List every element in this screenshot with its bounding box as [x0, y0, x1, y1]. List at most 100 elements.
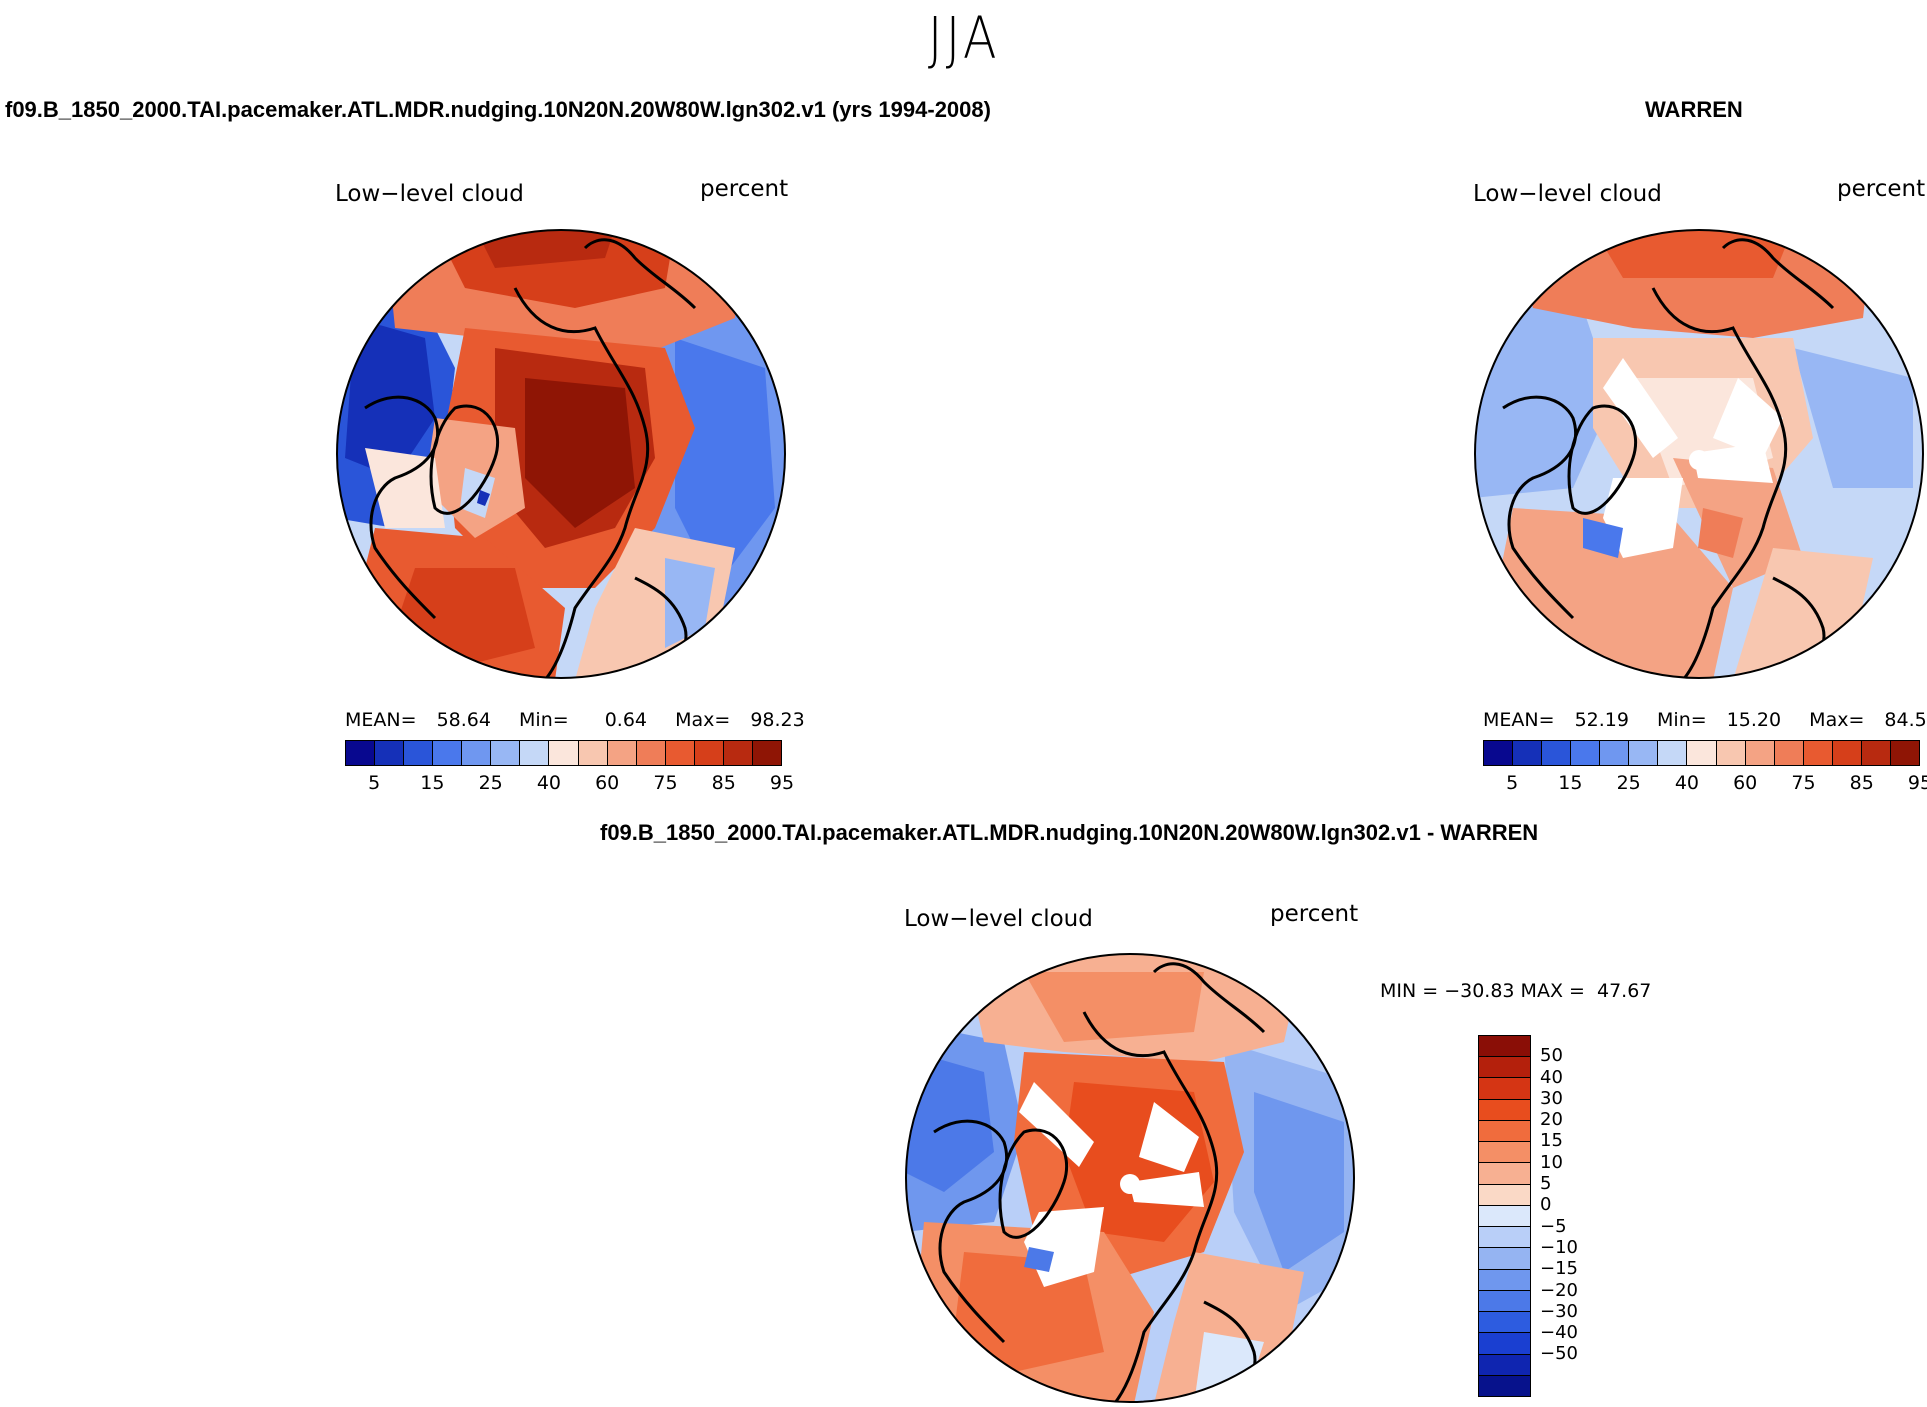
colorbar-tick-label: −5 — [1540, 1215, 1567, 1237]
colorbar-tick-label: −10 — [1540, 1236, 1578, 1258]
colorbar-tick-label: 50 — [1540, 1045, 1563, 1067]
max-label: Max= — [675, 709, 731, 731]
colorbar-swatch — [1479, 1036, 1530, 1058]
colorbar-tick-label: 85 — [711, 772, 736, 794]
diff-colorbar — [1478, 1035, 1531, 1397]
colorbar-tick-label: 5 — [368, 772, 381, 794]
colorbar-tick-label: 15 — [1540, 1130, 1563, 1152]
colorbar-swatch — [1861, 741, 1891, 765]
diff-map — [905, 953, 1355, 1403]
colorbar-swatch — [404, 741, 434, 765]
max-label: Max= — [1809, 709, 1865, 731]
season-title: JJA — [927, 4, 1000, 72]
colorbar-swatch — [1484, 741, 1514, 765]
colorbar-swatch — [491, 741, 521, 765]
colorbar-swatch — [1803, 741, 1833, 765]
mean-label: MEAN= — [345, 709, 417, 731]
colorbar-tick-label: 85 — [1849, 772, 1874, 794]
colorbar-swatch — [1479, 1120, 1530, 1143]
colorbar-tick-label: 25 — [1616, 772, 1641, 794]
colorbar-swatch — [1658, 741, 1688, 765]
colorbar-swatch — [578, 741, 608, 765]
obs-colorbar — [1483, 740, 1920, 766]
colorbar-swatch — [1629, 741, 1659, 765]
diff-colorbar-labels: 50 40 30 20 15 10 5 0 −5 −10 −15 −20 −30 −40 −50 — [1540, 1035, 1620, 1397]
diff-minmax: MIN = −30.83 MAX = 47.67 — [1380, 980, 1652, 1002]
model-colorbar — [345, 740, 782, 766]
colorbar-swatch — [1479, 1312, 1530, 1334]
colorbar-swatch — [1479, 1290, 1530, 1313]
colorbar-tick-label: 20 — [1540, 1109, 1563, 1131]
colorbar-swatch — [1571, 741, 1601, 765]
colorbar-tick-label: 30 — [1540, 1087, 1563, 1109]
colorbar-swatch — [549, 741, 579, 765]
diff-case-title: f09.B_1850_2000.TAI.pacemaker.ATL.MDR.nu… — [600, 820, 1539, 845]
max-value: 98.23 — [750, 709, 805, 731]
colorbar-swatch — [1716, 741, 1746, 765]
colorbar-tick-label: 40 — [536, 772, 562, 794]
mean-label: MEAN= — [1483, 709, 1555, 731]
colorbar-swatch — [1832, 741, 1862, 765]
min-value: 15.20 — [1726, 709, 1782, 731]
diff-variable-label: Low−level cloud — [904, 906, 1093, 932]
colorbar-tick-label: −30 — [1540, 1300, 1578, 1322]
colorbar-swatch — [1479, 1205, 1530, 1228]
colorbar-swatch — [520, 741, 550, 765]
colorbar-tick-label: −50 — [1540, 1343, 1578, 1365]
model-stats: MEAN= 58.64 Min= 0.64 Max= 98.23 — [345, 709, 805, 731]
model-colorbar-ticks: 5 15 25 40 60 75 85 95 — [345, 772, 794, 796]
colorbar-tick-label: 60 — [595, 772, 620, 794]
colorbar-swatch — [1745, 741, 1775, 765]
colorbar-swatch — [1774, 741, 1804, 765]
colorbar-tick-label: 5 — [1506, 772, 1519, 794]
colorbar-swatch — [723, 741, 753, 765]
min-label: Min= — [519, 709, 569, 731]
colorbar-swatch — [433, 741, 463, 765]
colorbar-swatch — [1479, 1057, 1530, 1079]
colorbar-tick-label: 15 — [420, 772, 445, 794]
colorbar-swatch — [694, 741, 724, 765]
colorbar-swatch — [607, 741, 637, 765]
colorbar-tick-label: 75 — [653, 772, 678, 794]
colorbar-swatch — [1513, 741, 1543, 765]
colorbar-swatch — [1479, 1163, 1530, 1185]
colorbar-swatch — [1479, 1269, 1530, 1291]
obs-units-label: percent — [1837, 176, 1926, 202]
colorbar-swatch — [1479, 1099, 1530, 1121]
diff-units-label: percent — [1270, 901, 1359, 927]
mean-value: 52.19 — [1574, 709, 1629, 731]
obs-stats: MEAN= 52.19 Min= 15.20 Max= 84.54 — [1483, 709, 1927, 731]
colorbar-swatch — [1479, 1227, 1530, 1249]
colorbar-tick-label: 15 — [1558, 772, 1583, 794]
colorbar-swatch — [1479, 1142, 1530, 1164]
colorbar-swatch — [1479, 1354, 1530, 1376]
colorbar-tick-label: 10 — [1540, 1151, 1563, 1173]
colorbar-tick-label: −40 — [1540, 1322, 1578, 1344]
min-value: 0.64 — [604, 709, 648, 731]
colorbar-swatch — [1479, 1333, 1530, 1355]
colorbar-swatch — [665, 741, 695, 765]
colorbar-swatch — [346, 741, 376, 765]
colorbar-tick-label: −20 — [1540, 1279, 1578, 1301]
model-variable-label: Low−level cloud — [335, 181, 524, 207]
colorbar-tick-label: 95 — [769, 772, 795, 794]
colorbar-tick-label: 0 — [1540, 1194, 1552, 1216]
colorbar-tick-label: 95 — [1907, 772, 1927, 794]
colorbar-swatch — [1479, 1248, 1530, 1270]
colorbar-tick-label: 40 — [1674, 772, 1700, 794]
min-label: Min= — [1657, 709, 1707, 731]
max-value: 84.54 — [1884, 709, 1927, 731]
colorbar-tick-label: −15 — [1540, 1258, 1578, 1280]
obs-map — [1474, 229, 1924, 679]
colorbar-swatch — [1479, 1375, 1530, 1396]
mean-value: 58.64 — [436, 709, 491, 731]
colorbar-swatch — [752, 741, 781, 765]
obs-case-title: WARREN — [1645, 97, 1743, 122]
colorbar-swatch — [1479, 1078, 1530, 1100]
model-units-label: percent — [700, 176, 789, 202]
colorbar-swatch — [462, 741, 492, 765]
obs-colorbar-ticks: 5 15 25 40 60 75 85 95 — [1483, 772, 1927, 796]
colorbar-tick-label: 75 — [1791, 772, 1816, 794]
colorbar-tick-label: 40 — [1540, 1066, 1563, 1088]
colorbar-swatch — [375, 741, 405, 765]
